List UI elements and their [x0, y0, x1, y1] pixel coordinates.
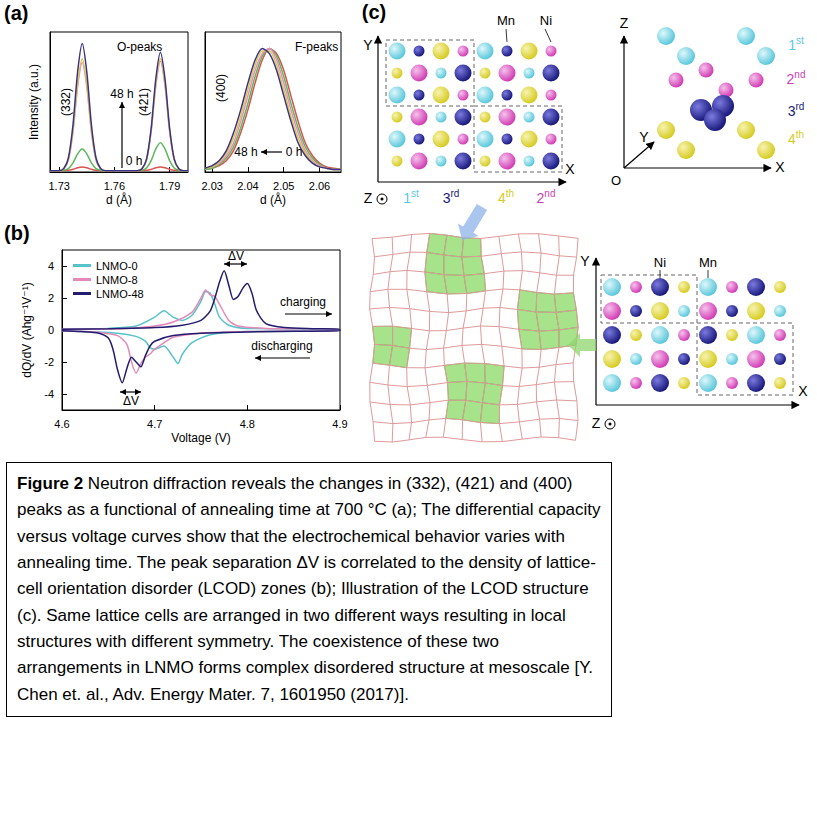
svg-text:O: O — [611, 173, 621, 188]
svg-text:(421): (421) — [137, 88, 151, 116]
svg-text:(332): (332) — [59, 88, 73, 116]
svg-text:4: 4 — [48, 260, 54, 272]
svg-text:O-peaks: O-peaks — [117, 40, 162, 54]
svg-text:Intensity (a.u.): Intensity (a.u.) — [27, 64, 41, 140]
svg-text:2nd: 2nd — [787, 69, 806, 87]
svg-text:1.79: 1.79 — [159, 180, 180, 192]
svg-text:Y: Y — [580, 253, 590, 269]
svg-text:charging: charging — [280, 295, 326, 309]
svg-text:Z: Z — [620, 15, 629, 31]
svg-text:dQ/dV (Ahg⁻¹V⁻¹): dQ/dV (Ahg⁻¹V⁻¹) — [20, 282, 34, 377]
svg-text:2: 2 — [48, 292, 54, 304]
svg-text:Y: Y — [639, 129, 649, 145]
svg-text:-4: -4 — [44, 388, 54, 400]
svg-text:(c): (c) — [362, 1, 386, 23]
svg-text:ΔV: ΔV — [228, 249, 244, 263]
html-text:(b): (b) — [4, 222, 30, 244]
svg-text:2.03: 2.03 — [201, 180, 222, 192]
svg-text:2nd: 2nd — [537, 188, 556, 206]
svg-text:4.9: 4.9 — [332, 418, 347, 430]
svg-text:Ni: Ni — [540, 13, 552, 28]
svg-text:4.6: 4.6 — [54, 418, 69, 430]
svg-text:48 h: 48 h — [234, 145, 257, 159]
svg-text:Z: Z — [592, 415, 601, 431]
svg-text:Voltage (V): Voltage (V) — [171, 431, 230, 445]
svg-text:3rd: 3rd — [788, 101, 805, 119]
svg-text:1.73: 1.73 — [48, 180, 69, 192]
svg-text:(400): (400) — [214, 74, 228, 102]
svg-text:1st: 1st — [788, 35, 804, 53]
svg-text:4th: 4th — [498, 188, 514, 206]
svg-text:discharging: discharging — [251, 339, 312, 353]
svg-text:48 h: 48 h — [110, 87, 133, 101]
svg-text:X: X — [565, 161, 575, 177]
svg-text:Mn: Mn — [699, 255, 717, 270]
svg-text:4.8: 4.8 — [240, 418, 255, 430]
svg-text:Mn: Mn — [497, 13, 515, 28]
svg-text:LNMO-8: LNMO-8 — [96, 274, 138, 286]
svg-text:LNMO-0: LNMO-0 — [96, 260, 138, 272]
svg-text:ΔV: ΔV — [123, 394, 139, 408]
html-text:Figure 2 Neutron diffraction r: Figure 2 Neutron diffraction reveals the… — [17, 474, 601, 704]
svg-text:2.04: 2.04 — [237, 180, 258, 192]
svg-text:-2: -2 — [44, 356, 54, 368]
svg-text:1.76: 1.76 — [104, 180, 125, 192]
svg-text:d (Å): d (Å) — [260, 192, 286, 207]
svg-text:Y: Y — [363, 37, 373, 53]
svg-text:LNMO-48: LNMO-48 — [96, 288, 144, 300]
svg-text:X: X — [775, 159, 785, 175]
svg-text:d (Å): d (Å) — [106, 192, 132, 207]
svg-text:1st: 1st — [403, 188, 419, 206]
svg-text:0 h: 0 h — [126, 154, 143, 168]
svg-text:0 h: 0 h — [286, 145, 303, 159]
svg-text:4.7: 4.7 — [147, 418, 162, 430]
svg-text:0: 0 — [48, 324, 54, 336]
svg-text:2.06: 2.06 — [309, 180, 330, 192]
html-text:(a): (a) — [4, 2, 29, 24]
svg-text:4th: 4th — [788, 129, 804, 147]
svg-text:F-peaks: F-peaks — [295, 40, 338, 54]
svg-text:2.05: 2.05 — [273, 180, 294, 192]
svg-text:Z: Z — [364, 190, 373, 206]
svg-text:Ni: Ni — [654, 255, 666, 270]
svg-text:3rd: 3rd — [443, 188, 460, 206]
svg-text:X: X — [798, 383, 808, 399]
